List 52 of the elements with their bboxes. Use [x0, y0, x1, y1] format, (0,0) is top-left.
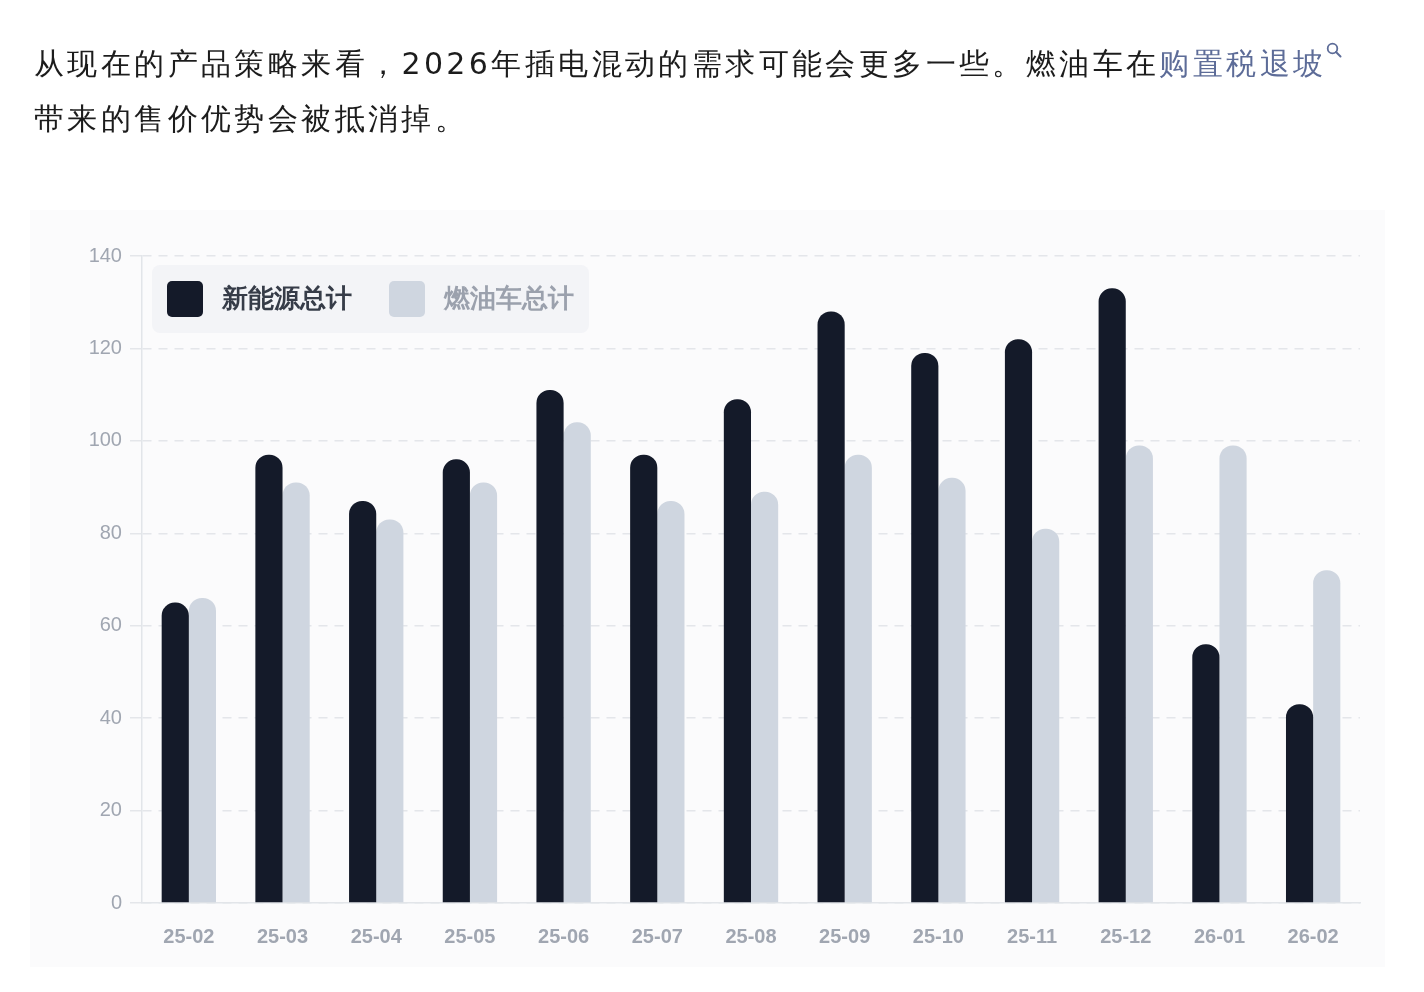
x-tick-label: 25-05 — [444, 924, 496, 947]
bar — [657, 500, 685, 903]
x-tick-label: 25-08 — [725, 924, 777, 947]
x-tick-label: 25-02 — [163, 924, 215, 947]
bar — [1098, 288, 1126, 903]
y-tick-label: 60 — [99, 613, 122, 636]
bar — [563, 422, 591, 903]
bar — [1032, 528, 1060, 903]
x-tick-label: 25-03 — [256, 924, 309, 947]
x-tick-label: 25-06 — [538, 924, 590, 947]
bar — [630, 454, 658, 903]
bar — [469, 482, 498, 903]
x-tick-label: 25-10 — [912, 924, 964, 947]
bar — [1285, 704, 1314, 903]
bar — [282, 482, 310, 903]
text: 购置税退坡 — [1159, 45, 1327, 83]
bar — [844, 454, 872, 903]
bar — [751, 491, 779, 903]
x-tick-label: 26-01 — [1193, 924, 1246, 947]
bar — [536, 390, 564, 903]
y-tick-label: 120 — [88, 335, 122, 358]
x-tick-label: 25-09 — [819, 924, 871, 947]
text: 带来的售价优势会被抵消掉。 — [34, 100, 469, 138]
y-tick-label: 100 — [88, 428, 122, 451]
bar — [1313, 570, 1341, 903]
bar — [255, 454, 283, 903]
bar — [938, 477, 966, 903]
bar — [188, 597, 217, 903]
bar — [723, 399, 751, 903]
y-tick-label: 0 — [110, 890, 122, 913]
bar — [1219, 445, 1247, 903]
y-tick-label: 140 — [88, 243, 122, 266]
x-tick-label: 25-04 — [350, 924, 403, 947]
y-tick-label: 40 — [99, 705, 122, 728]
x-tick-label: 25-12 — [1100, 924, 1152, 947]
bar — [442, 459, 470, 903]
x-tick-label: 26-02 — [1287, 924, 1339, 947]
bar — [376, 519, 404, 903]
bar — [1004, 339, 1033, 903]
legend-label: 燃油车总计 — [443, 282, 574, 313]
legend-label: 新能源总计 — [221, 282, 352, 313]
bar — [161, 602, 189, 903]
text: 从现在的产品策略来看，2026年插电混动的需求可能会更多一些。燃油车在 — [34, 45, 1160, 83]
bar — [817, 311, 845, 903]
bar — [349, 500, 377, 903]
bar — [911, 353, 939, 903]
x-tick-label: 25-11 — [1007, 924, 1058, 947]
y-tick-label: 80 — [99, 520, 122, 543]
x-tick-label: 25-07 — [631, 924, 683, 947]
y-tick-label: 20 — [99, 798, 122, 821]
bar — [1192, 644, 1220, 903]
bar — [1125, 445, 1153, 903]
